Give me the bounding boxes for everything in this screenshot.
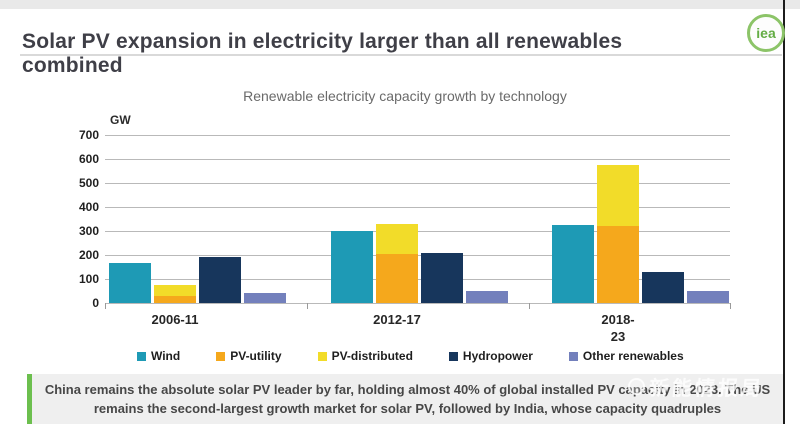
y-tick-label-0: 0 (92, 296, 99, 310)
bar-segment-hydropower (421, 252, 463, 303)
legend-swatch-icon (448, 351, 458, 361)
iea-logo: iea (747, 14, 785, 52)
page-title: Solar PV expansion in electricity larger… (22, 30, 623, 78)
bar-2012-17-wind (331, 231, 373, 303)
bar-segment-wind (552, 225, 594, 303)
bar-segment-wind (331, 231, 373, 303)
x-axis-label-line: 2012-17 (373, 312, 421, 327)
y-axis-unit-label: GW (110, 113, 131, 127)
legend-item-pv-utility: PV-utility (216, 349, 282, 363)
bar-2012-17-pv-utility (376, 223, 418, 303)
x-axis-tick (529, 303, 530, 309)
bar-segment-pv-distributed (597, 165, 639, 227)
legend-swatch-icon (568, 351, 578, 361)
gridline-600 (105, 159, 730, 160)
top-strip (0, 0, 800, 9)
bar-segment-other-renewables (687, 291, 729, 303)
legend-item-pv-distributed: PV-distributed (317, 349, 413, 363)
y-tick-label-100: 100 (78, 272, 99, 286)
legend-item-wind: Wind (137, 349, 180, 363)
legend-swatch-icon (137, 351, 146, 361)
chart-title: Renewable electricity capacity growth by… (243, 88, 567, 104)
bar-2006-11-other-renewables (244, 293, 286, 303)
gridline-700 (105, 135, 730, 136)
gridline-500 (105, 183, 730, 184)
y-tick-label-700: 700 (78, 128, 99, 142)
bar-segment-pv-distributed (154, 285, 196, 296)
caption-accent-bar (27, 374, 32, 424)
bar-segment-hydropower (642, 271, 684, 303)
bar-2018-23-pv-utility (597, 165, 639, 303)
y-tick-label-600: 600 (78, 152, 99, 166)
x-axis-tick (307, 303, 308, 309)
x-axis-label-2006-11: 2006-11 (130, 311, 220, 328)
bar-2018-23-wind (552, 225, 594, 303)
caption-line-2: remains the second-largest growth market… (93, 401, 722, 416)
legend-label: Other renewables (582, 349, 684, 363)
bar-segment-other-renewables (466, 291, 508, 303)
bar-segment-pv-distributed (376, 223, 418, 254)
y-tick-label-500: 500 (78, 176, 99, 190)
iea-logo-text: iea (756, 25, 776, 41)
bar-segment-hydropower (199, 257, 241, 303)
bar-2006-11-wind (109, 263, 151, 303)
legend-swatch-icon (216, 351, 226, 361)
chart-legend: Wind PV-utility PV-distributed Hydropower Ot… (137, 349, 684, 363)
gridline-400 (105, 207, 730, 208)
legend-label: Hydropower (462, 349, 533, 363)
legend-item-hydropower: Hydropower (448, 349, 533, 363)
x-axis-label-2018-23: 2018- 23 (573, 311, 663, 345)
legend-label: Wind (151, 349, 181, 363)
right-border-line (783, 0, 785, 424)
x-axis-label-2012-17: 2012-17 (352, 311, 442, 328)
bar-2006-11-hydropower (199, 257, 241, 303)
y-tick-label-400: 400 (78, 200, 99, 214)
bar-chart-plot-area: 700 600 500 400 300 200 100 0 2006-11 2012-17 2018… (79, 128, 731, 344)
bar-segment-pv-utility (597, 226, 639, 303)
gridline-0 (105, 303, 730, 304)
bar-2012-17-other-renewables (466, 291, 508, 303)
bar-2006-11-pv-utility (154, 285, 196, 303)
x-axis-tick (730, 303, 731, 309)
title-divider (20, 54, 782, 56)
bar-segment-wind (109, 263, 151, 303)
legend-swatch-icon (317, 351, 327, 361)
caption-line-1: China remains the absolute solar PV lead… (44, 382, 771, 397)
bar-2012-17-hydropower (421, 252, 463, 303)
x-axis-label-line: 23 (610, 329, 626, 344)
bar-segment-pv-utility (154, 295, 196, 303)
y-tick-label-200: 200 (78, 248, 99, 262)
caption-text: China remains the absolute solar PV lead… (32, 374, 783, 424)
bar-2018-23-other-renewables (687, 291, 729, 303)
bar-2018-23-hydropower (642, 271, 684, 303)
y-tick-label-300: 300 (78, 224, 99, 238)
x-axis-tick (105, 303, 106, 309)
x-axis-label-line: 2018- (601, 312, 635, 327)
legend-label: PV-utility (230, 349, 282, 363)
x-axis-label-line: 2006-11 (151, 312, 199, 327)
caption-box: China remains the absolute solar PV lead… (27, 374, 783, 424)
legend-label: PV-distributed (331, 349, 413, 363)
legend-item-other-renewables: Other renewables (568, 349, 684, 363)
bar-segment-other-renewables (244, 293, 286, 303)
bar-segment-pv-utility (376, 253, 418, 303)
